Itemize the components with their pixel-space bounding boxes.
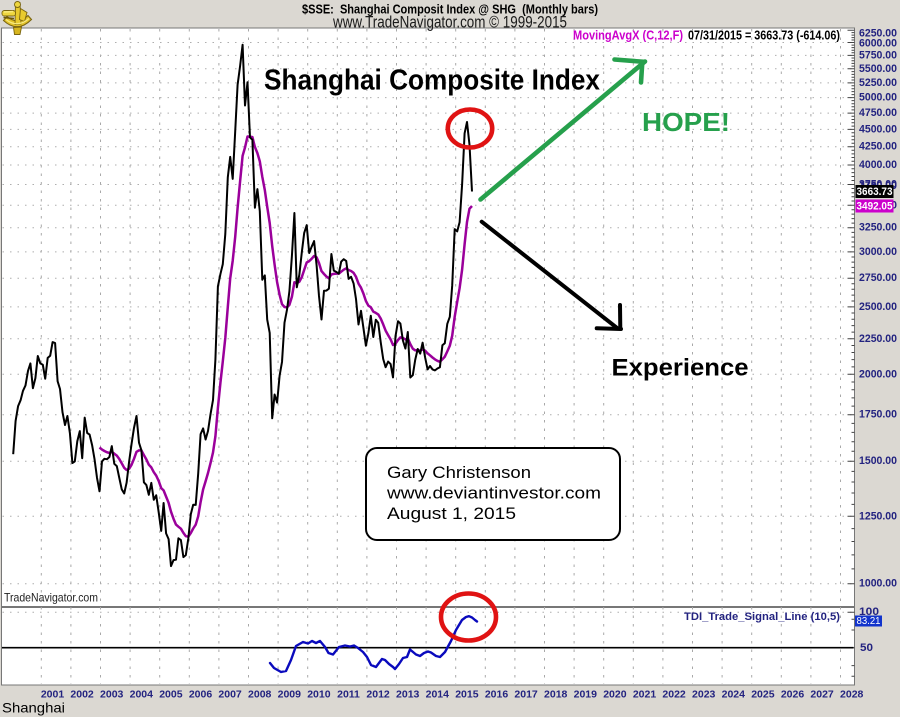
svg-text:2005: 2005 xyxy=(159,689,183,701)
svg-text:MovingAvgX (C,12,F): MovingAvgX (C,12,F) xyxy=(573,29,683,43)
svg-text:2008: 2008 xyxy=(248,689,272,701)
svg-text:2022: 2022 xyxy=(662,689,686,701)
svg-text:6250.00: 6250.00 xyxy=(859,28,897,40)
svg-text:Gary Christenson: Gary Christenson xyxy=(387,463,531,482)
svg-text:2024: 2024 xyxy=(722,689,746,701)
svg-text:TDI_Trade_Signal_Line (10,5): TDI_Trade_Signal_Line (10,5) xyxy=(684,611,840,623)
svg-text:5250.00: 5250.00 xyxy=(859,77,897,89)
svg-text:100: 100 xyxy=(859,606,879,618)
svg-text:2028: 2028 xyxy=(840,689,864,701)
svg-text:2750.00: 2750.00 xyxy=(859,272,897,284)
svg-text:Shanghai: Shanghai xyxy=(2,700,65,716)
svg-text:6000.00: 6000.00 xyxy=(859,38,897,50)
svg-text:2250.00: 2250.00 xyxy=(859,333,897,345)
svg-text:3250.00: 3250.00 xyxy=(859,222,897,234)
svg-text:www.TradeNavigator.com © 1999-: www.TradeNavigator.com © 1999-2015 xyxy=(332,14,567,32)
svg-text:5750.00: 5750.00 xyxy=(859,49,897,61)
svg-text:3492.05: 3492.05 xyxy=(857,200,893,212)
svg-text:4500.00: 4500.00 xyxy=(859,123,897,135)
svg-text:07/31/2015 = 3663.73 (-614.06): 07/31/2015 = 3663.73 (-614.06) xyxy=(688,29,840,43)
svg-text:2004: 2004 xyxy=(130,689,154,701)
svg-text:1750.00: 1750.00 xyxy=(859,409,897,421)
svg-text:2023: 2023 xyxy=(692,689,716,701)
svg-text:August 1, 2015: August 1, 2015 xyxy=(387,504,516,523)
svg-text:Shanghai Composite Index: Shanghai Composite Index xyxy=(264,65,600,97)
svg-text:2014: 2014 xyxy=(426,689,450,701)
svg-text:83.21: 83.21 xyxy=(857,616,881,627)
svg-text:2021: 2021 xyxy=(633,689,657,701)
svg-text:2006: 2006 xyxy=(189,689,213,701)
svg-text:4000.00: 4000.00 xyxy=(859,159,897,171)
svg-text:1000.00: 1000.00 xyxy=(859,578,897,590)
svg-text:2012: 2012 xyxy=(366,689,390,701)
svg-text:TradeNavigator.com: TradeNavigator.com xyxy=(4,591,98,605)
svg-text:2020: 2020 xyxy=(603,689,627,701)
svg-text:2010: 2010 xyxy=(307,689,331,701)
svg-text:2013: 2013 xyxy=(396,689,420,701)
svg-text:2009: 2009 xyxy=(278,689,302,701)
svg-text:www.deviantinvestor.com: www.deviantinvestor.com xyxy=(386,484,601,503)
svg-text:3000.00: 3000.00 xyxy=(859,246,897,258)
svg-text:2017: 2017 xyxy=(514,689,538,701)
svg-text:2025: 2025 xyxy=(751,689,775,701)
svg-text:2003: 2003 xyxy=(100,689,124,701)
svg-text:2019: 2019 xyxy=(574,689,598,701)
svg-text:2002: 2002 xyxy=(70,689,94,701)
svg-text:4750.00: 4750.00 xyxy=(859,107,897,119)
svg-text:2007: 2007 xyxy=(218,689,242,701)
svg-text:5000.00: 5000.00 xyxy=(859,92,897,104)
svg-text:HOPE!: HOPE! xyxy=(642,107,730,137)
svg-text:2011: 2011 xyxy=(337,689,360,701)
svg-text:2015: 2015 xyxy=(455,689,479,701)
svg-text:2000.00: 2000.00 xyxy=(859,368,897,380)
svg-text:1500.00: 1500.00 xyxy=(859,455,897,467)
svg-text:3663.73: 3663.73 xyxy=(857,186,893,198)
svg-text:2500.00: 2500.00 xyxy=(859,301,897,313)
svg-text:4250.00: 4250.00 xyxy=(859,141,897,153)
svg-text:2018: 2018 xyxy=(544,689,568,701)
svg-text:2016: 2016 xyxy=(485,689,509,701)
svg-text:1250.00: 1250.00 xyxy=(859,510,897,522)
svg-text:2027: 2027 xyxy=(810,689,834,701)
svg-text:50: 50 xyxy=(860,642,873,654)
svg-text:5500.00: 5500.00 xyxy=(859,63,897,75)
svg-text:Experience: Experience xyxy=(612,355,749,382)
svg-text:2026: 2026 xyxy=(781,689,805,701)
svg-text:2001: 2001 xyxy=(41,689,65,701)
svg-text:$SSE: Shanghai Composit Index: $SSE: Shanghai Composit Index @ SHG (Mon… xyxy=(302,2,598,17)
